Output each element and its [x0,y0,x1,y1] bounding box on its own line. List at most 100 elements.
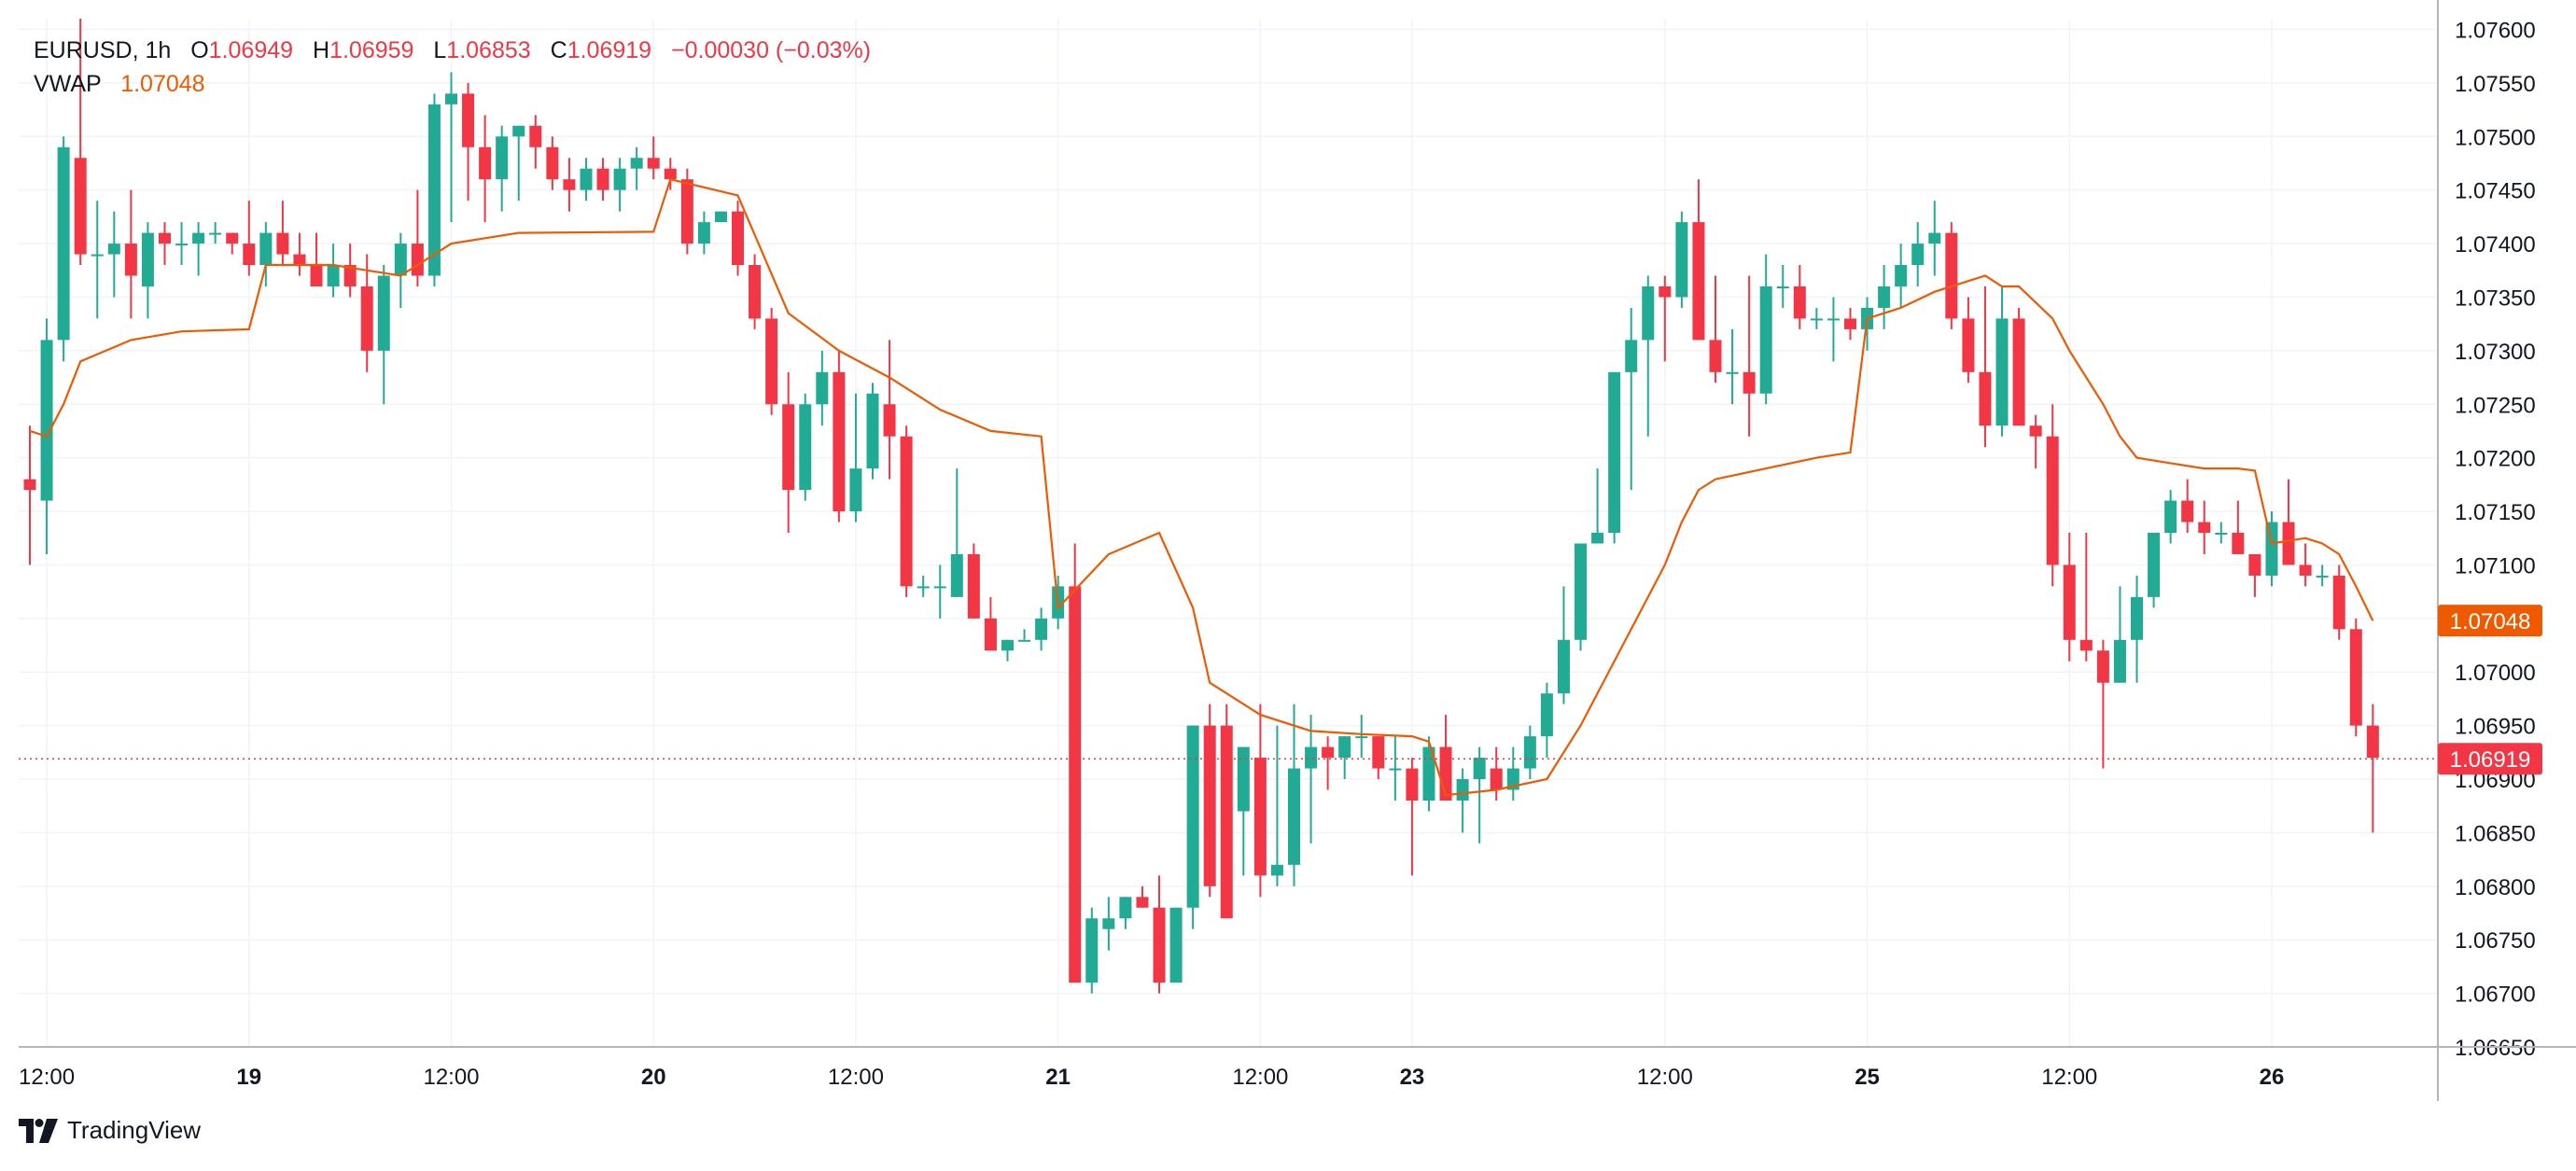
x-tick-label: 20 [641,1065,666,1090]
x-tick-label: 21 [1045,1065,1071,1090]
candle [732,201,745,276]
change-value: −0.00030 (−0.03%) [671,37,872,63]
y-tick-label: 1.07450 [2455,179,2536,204]
candle-body [2131,596,2143,640]
x-tick-label: 19 [236,1065,261,1090]
candle [580,158,593,202]
low-label: L [433,37,447,63]
candle-body [1659,286,1672,298]
candle [1422,736,1435,812]
y-tick-label: 1.06850 [2455,821,2536,846]
candle [1136,885,1149,908]
candle-body [2215,533,2228,535]
candle-body [1169,907,1183,983]
legend: EURUSD, 1h O1.06949 H1.06959 L1.06853 C1… [34,34,871,101]
candle [1153,875,1166,994]
candle-body [714,211,727,223]
tradingview-logo-icon [19,1118,58,1143]
vwap-price-tag-label: 1.07048 [2450,609,2531,634]
candle-body [933,586,946,589]
last-price-tag [2438,743,2542,775]
candle [2029,414,2042,469]
symbol-label[interactable]: EURUSD, 1h [34,37,172,63]
y-tick-label: 1.07550 [2455,72,2536,97]
candle-body [580,168,593,190]
candle-body [462,93,475,147]
candle-body [496,136,509,180]
candle-body [276,232,289,255]
open-label: O [190,37,209,63]
candle-body [293,254,306,266]
candle [1995,286,2009,437]
last-price-tag-label: 1.06919 [2450,747,2531,773]
candle [1439,715,1452,801]
candle-body [546,146,559,180]
candle-body [226,232,239,244]
candle-body [900,436,913,587]
candle-body [1945,232,1958,319]
candle-body [1911,244,1925,266]
candle-body [1270,864,1283,876]
candle [2248,553,2261,597]
grid [19,19,2438,1048]
y-tick-label: 1.06700 [2455,983,2536,1008]
candle-body [984,618,997,651]
candle [917,575,930,597]
candle [1406,758,1419,876]
candle-body [209,232,222,235]
candle-body [1557,639,1570,694]
tradingview-logo[interactable]: TradingView [19,1116,201,1145]
candle-body [1220,725,1233,919]
candle [310,232,323,286]
candle-body [1305,746,1318,769]
candle-body [445,93,457,105]
candle-body [394,244,407,276]
candle-body [124,244,137,276]
candle [1322,736,1335,790]
candle [833,350,846,523]
candle [462,82,475,202]
y-tick-label: 1.07150 [2455,500,2536,525]
x-tick-label: 12:00 [1232,1065,1288,1090]
candle [2198,500,2211,554]
candle-body [1743,371,1756,394]
y-tick-label: 1.06750 [2455,928,2536,954]
candle-body [327,265,340,286]
vwap-line [29,177,2374,797]
candle-body [1608,371,1621,533]
candle [2148,533,2161,608]
candle-body [630,158,643,169]
candle-body [1253,758,1267,876]
candle [192,222,205,276]
candle [630,146,643,190]
candle-body [529,125,542,147]
candle-body [2046,436,2059,565]
candle [1759,254,1772,405]
price-tags: 1.06919 1.07048 [19,605,2542,775]
candle-body [1962,318,1975,372]
low-value: 1.06853 [446,37,531,63]
ohlc-row: EURUSD, 1h O1.06949 H1.06959 L1.06853 C1… [34,34,871,67]
x-tick-label: 23 [1400,1065,1425,1090]
candle [1928,201,1941,276]
candle [714,211,727,223]
candle-body [343,265,357,286]
candle-body [1979,371,1992,426]
candle-body [1843,318,1856,329]
candle [816,350,829,426]
candle [1001,639,1014,662]
candle [1675,211,1688,308]
candle-body [1709,340,1722,372]
candle [1085,907,1099,994]
indicator-label[interactable]: VWAP [34,71,102,97]
candle [1608,371,1621,544]
candle [1102,897,1115,951]
candle-body [360,286,373,351]
candle [647,136,660,180]
candle-body [816,371,829,405]
y-tick-label: 1.07100 [2455,553,2536,579]
candle-body [833,371,846,512]
candle-body [2181,500,2194,523]
